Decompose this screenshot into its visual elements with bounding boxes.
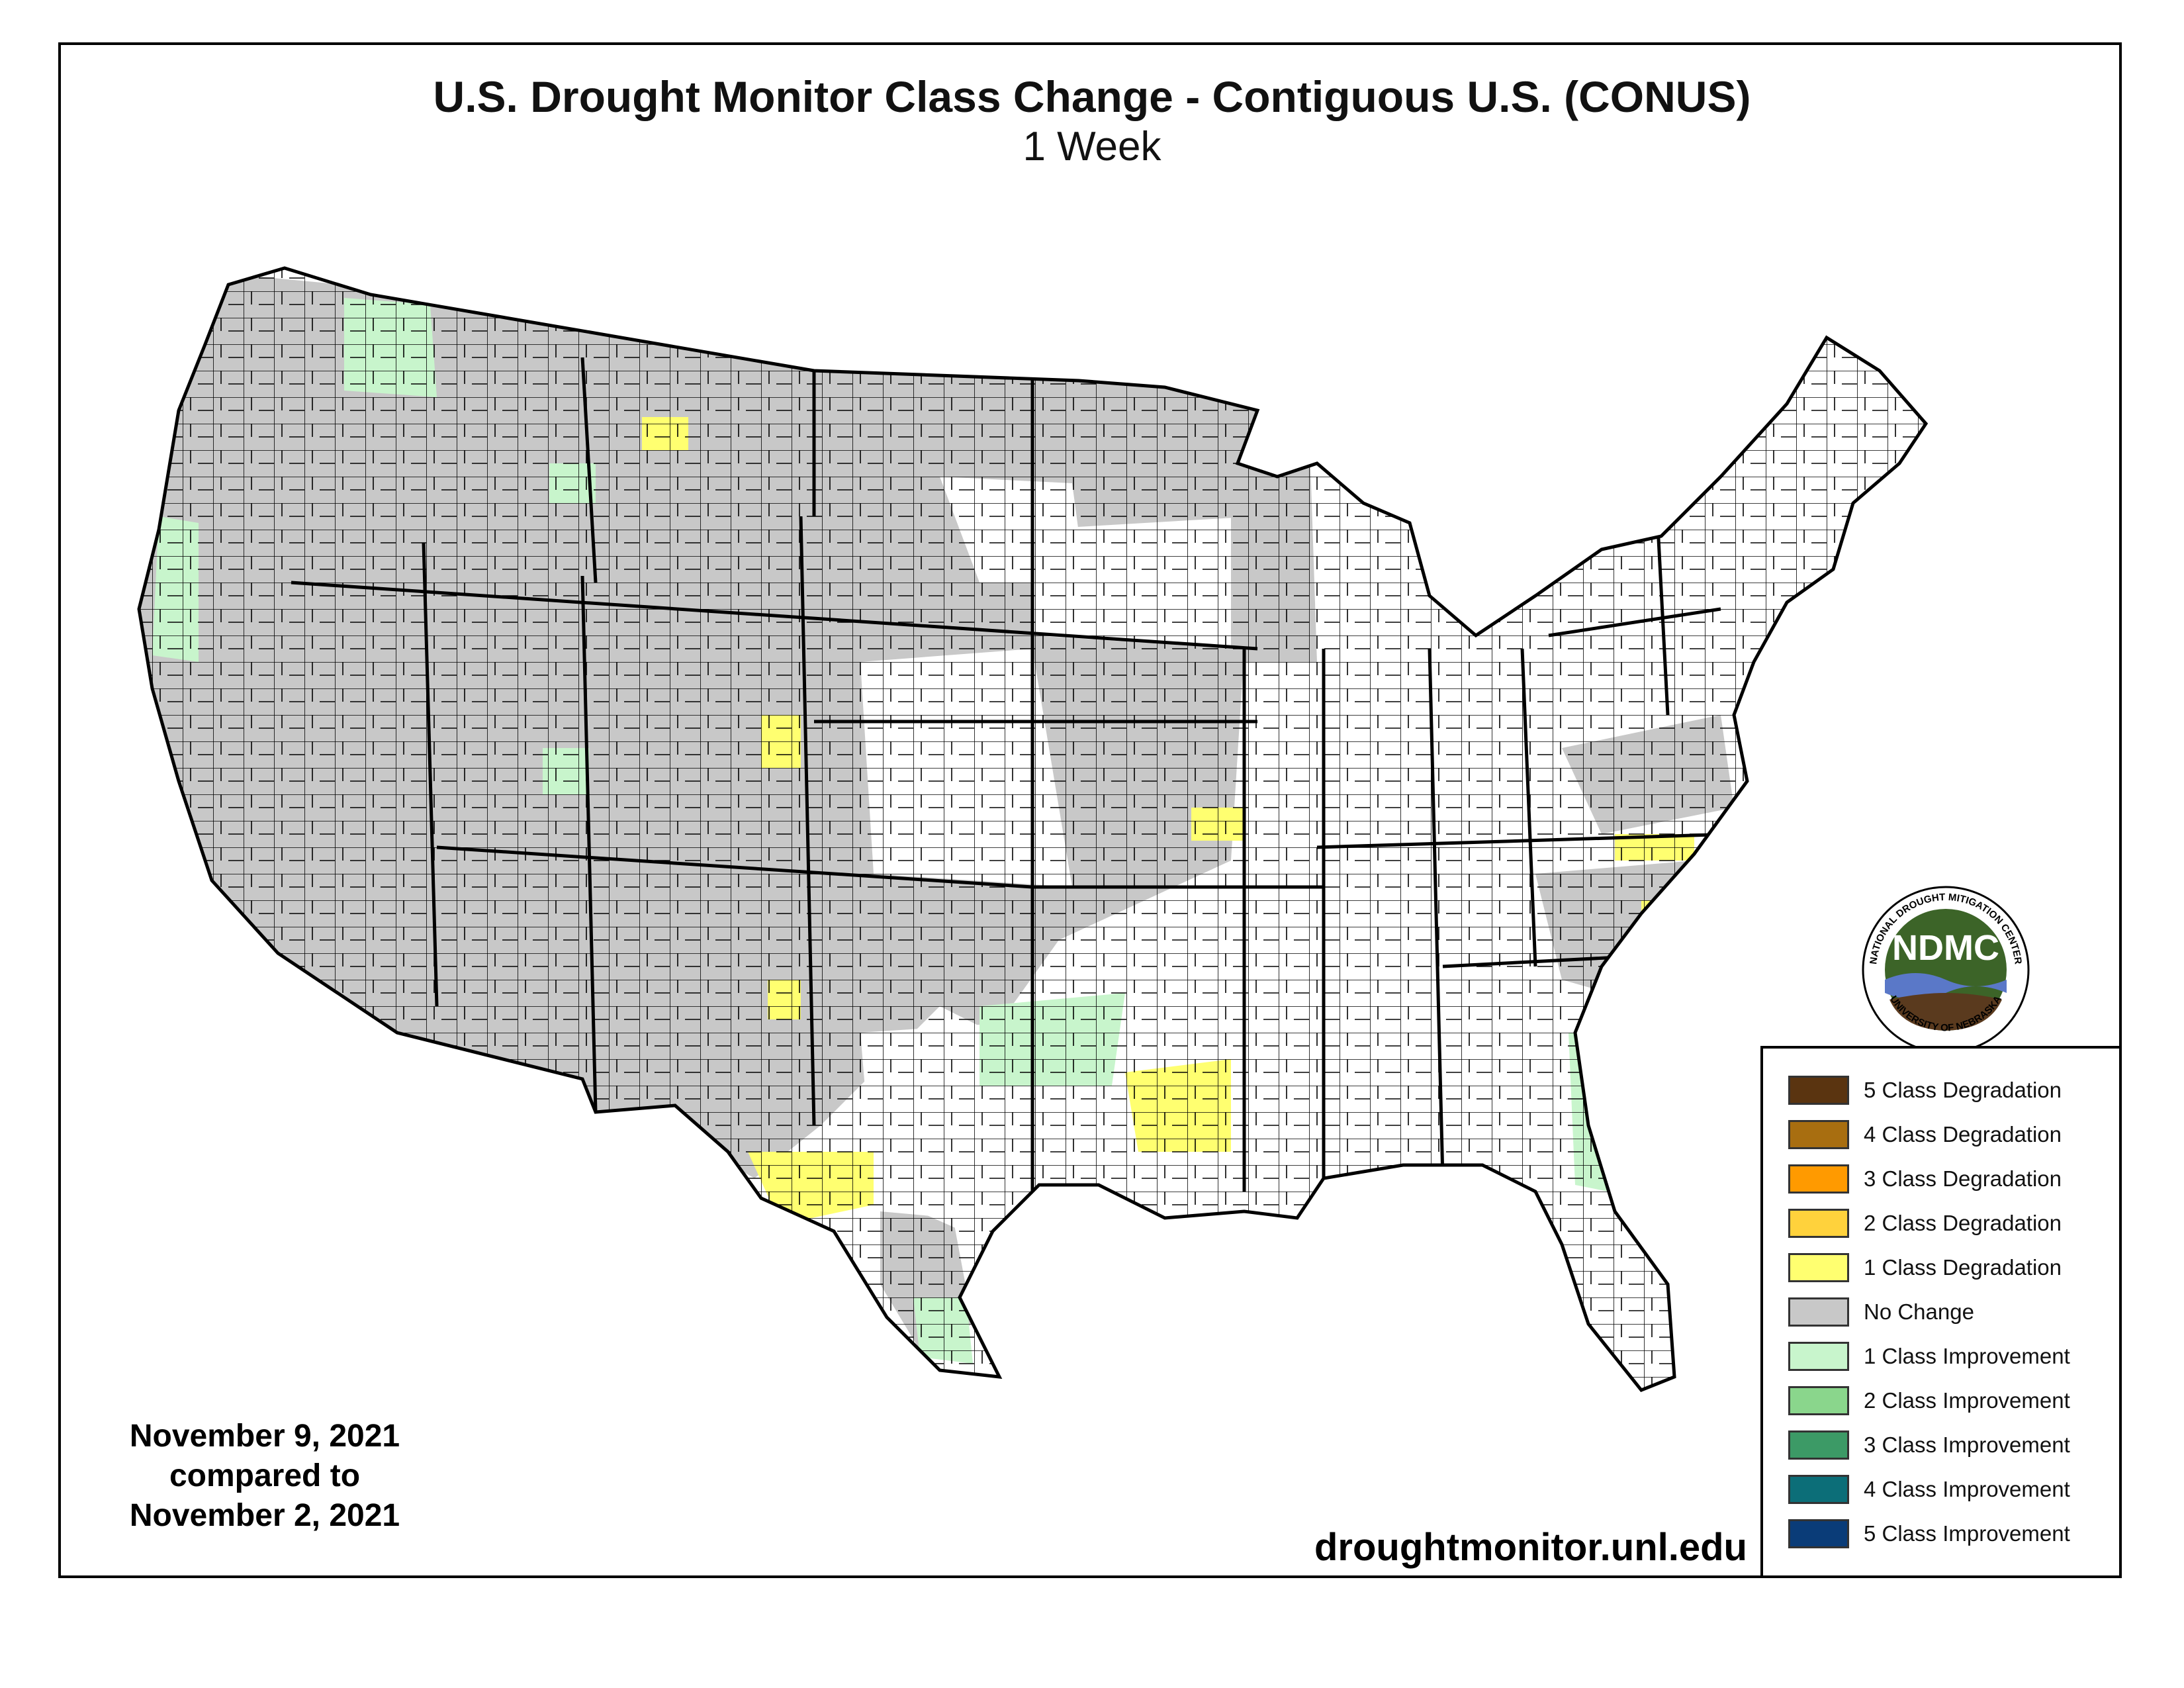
- legend-item: No Change: [1788, 1295, 1974, 1329]
- legend-swatch: [1788, 1164, 1849, 1194]
- legend-swatch: [1788, 1120, 1849, 1149]
- legend-item: 4 Class Degradation: [1788, 1118, 2062, 1151]
- legend-swatch: [1788, 1297, 1849, 1327]
- legend-swatch: [1788, 1076, 1849, 1105]
- date-previous: November 2, 2021: [129, 1498, 400, 1533]
- legend-item: 2 Class Improvement: [1788, 1384, 2070, 1417]
- legend-item: 4 Class Improvement: [1788, 1473, 2070, 1506]
- legend-item: 5 Class Improvement: [1788, 1517, 2070, 1550]
- website-link[interactable]: droughtmonitor.unl.edu: [1314, 1526, 1747, 1569]
- legend-label: 2 Class Improvement: [1864, 1388, 2070, 1413]
- legend-swatch: [1788, 1475, 1849, 1504]
- legend-label: 3 Class Improvement: [1864, 1432, 2070, 1457]
- legend-swatch: [1788, 1342, 1849, 1371]
- legend-item: 5 Class Degradation: [1788, 1074, 2062, 1107]
- date-compare-text: compared to: [169, 1458, 361, 1493]
- ndmc-logo: NDMC NATIONAL DROUGHT MITIGATION CENTER …: [1862, 886, 2030, 1054]
- legend-label: 1 Class Degradation: [1864, 1255, 2062, 1280]
- date-block: November 9, 2021 compared to November 2,…: [106, 1417, 424, 1536]
- legend-swatch: [1788, 1519, 1849, 1548]
- legend-swatch: [1788, 1430, 1849, 1460]
- date-current: November 9, 2021: [129, 1419, 400, 1454]
- legend: 5 Class Degradation 4 Class Degradation 3 …: [1760, 1046, 2122, 1578]
- legend-item: 1 Class Improvement: [1788, 1340, 2070, 1373]
- legend-label: 1 Class Improvement: [1864, 1344, 2070, 1368]
- legend-label: 4 Class Degradation: [1864, 1122, 2062, 1147]
- legend-item: 3 Class Degradation: [1788, 1162, 2062, 1196]
- legend-label: No Change: [1864, 1299, 1974, 1324]
- map-title: U.S. Drought Monitor Class Change - Cont…: [433, 72, 1751, 121]
- legend-item: 1 Class Degradation: [1788, 1251, 2062, 1284]
- legend-swatch: [1788, 1253, 1849, 1282]
- legend-label: 4 Class Improvement: [1864, 1477, 2070, 1501]
- legend-swatch: [1788, 1209, 1849, 1238]
- legend-item: 3 Class Improvement: [1788, 1429, 2070, 1462]
- state-boundaries: [291, 357, 1735, 1192]
- legend-label: 3 Class Degradation: [1864, 1166, 2062, 1191]
- legend-swatch: [1788, 1386, 1849, 1415]
- logo-text: NDMC: [1892, 928, 1999, 968]
- county-boundaries: [139, 268, 1926, 1390]
- legend-label: 2 Class Degradation: [1864, 1211, 2062, 1235]
- legend-item: 2 Class Degradation: [1788, 1207, 2062, 1240]
- legend-label: 5 Class Degradation: [1864, 1078, 2062, 1102]
- map-subtitle: 1 Week: [1023, 124, 1161, 169]
- degrade-carolinas: [1641, 900, 1707, 947]
- legend-label: 5 Class Improvement: [1864, 1521, 2070, 1546]
